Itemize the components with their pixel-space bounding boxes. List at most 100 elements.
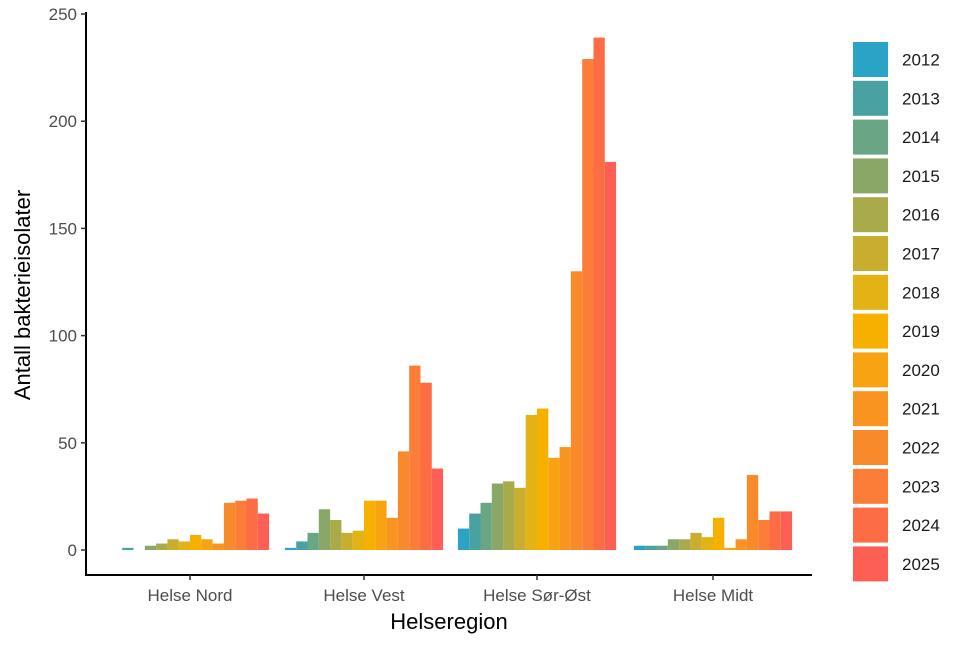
- bar-2022: [570, 271, 583, 550]
- y-tick-label: 250: [49, 5, 77, 24]
- bar-2020: [724, 547, 736, 550]
- bar-2016: [330, 519, 342, 550]
- bar-2024: [420, 382, 432, 550]
- legend-item-2013: 2013: [853, 80, 940, 116]
- bar-2022: [397, 451, 410, 550]
- bar-2015: [144, 545, 157, 550]
- bar-2016: [156, 543, 168, 550]
- legend-label: 2018: [902, 283, 940, 302]
- bar-2025: [257, 513, 270, 550]
- legend-swatch: [853, 391, 888, 427]
- legend-label: 2015: [902, 167, 940, 186]
- y-axis: 0 50 100 150 200 250: [49, 5, 87, 576]
- bar-2014: [480, 502, 492, 550]
- x-tick-label: Helse Nord: [147, 586, 232, 605]
- bar-2025: [431, 468, 444, 550]
- bar-2025: [604, 161, 617, 550]
- bar-2021: [559, 447, 571, 550]
- legend-item-2020: 2020: [853, 352, 940, 388]
- bar-2019: [190, 534, 202, 550]
- bar-2014: [656, 545, 668, 550]
- legend-label: 2023: [902, 477, 940, 496]
- legend-label: 2016: [902, 206, 940, 225]
- legend-label: 2017: [902, 245, 940, 264]
- bar-2016: [679, 539, 691, 550]
- bar-2018: [525, 414, 537, 550]
- bar-2022: [746, 474, 759, 550]
- bar-2023: [758, 519, 770, 550]
- y-tick-label: 200: [49, 112, 77, 131]
- bar-2014: [307, 532, 319, 550]
- bar-2020: [548, 457, 560, 550]
- x-tick-label: Helse Vest: [323, 586, 405, 605]
- legend-label: 2012: [902, 51, 940, 70]
- bar-2019: [713, 517, 725, 550]
- legend-label: 2021: [902, 400, 940, 419]
- legend-label: 2013: [902, 89, 940, 108]
- legend-swatch: [853, 430, 888, 465]
- legend-swatch: [853, 313, 888, 349]
- bars-group: [122, 37, 793, 551]
- bar-2021: [386, 517, 398, 550]
- bar-2022: [223, 502, 236, 550]
- bar-2019: [537, 408, 549, 550]
- bar-2021: [212, 543, 224, 550]
- bar-2013: [122, 547, 134, 550]
- bar-2018: [178, 541, 190, 550]
- legend-item-2014: 2014: [853, 119, 940, 155]
- bar-2024: [246, 498, 258, 550]
- legend-swatch: [853, 119, 888, 155]
- bar-2017: [690, 532, 702, 550]
- bar-2015: [491, 483, 504, 550]
- legend-item-2015: 2015: [853, 158, 940, 194]
- legend-item-2012: 2012: [853, 42, 940, 77]
- y-tick-label: 50: [58, 434, 77, 453]
- bar-2018: [352, 530, 364, 550]
- legend-label: 2025: [902, 555, 940, 574]
- bar-2013: [645, 545, 657, 550]
- x-tick-label: Helse Midt: [673, 586, 754, 605]
- legend-swatch: [853, 468, 888, 504]
- bar-2023: [409, 365, 421, 550]
- y-tick-label: 100: [49, 327, 77, 346]
- y-tick-label: 150: [49, 219, 77, 238]
- bar-2012: [457, 528, 470, 550]
- legend-item-2019: 2019: [853, 313, 940, 349]
- legend-label: 2014: [902, 128, 940, 147]
- bar-2024: [769, 511, 781, 550]
- bar-2021: [735, 539, 747, 550]
- bar-2020: [375, 500, 387, 550]
- bar-2013: [296, 541, 308, 550]
- legend-item-2023: 2023: [853, 468, 940, 504]
- legend-swatch: [853, 197, 888, 233]
- legend-swatch: [853, 507, 888, 543]
- legend-item-2025: 2025: [853, 546, 940, 582]
- bar-2024: [593, 37, 605, 550]
- x-axis: Helse Nord Helse Vest Helse Sør-Øst Helse M…: [85, 574, 812, 605]
- legend-item-2018: 2018: [853, 274, 940, 310]
- bar-2012: [284, 547, 297, 550]
- x-axis-title: Helseregion: [390, 609, 507, 634]
- bar-2019: [364, 500, 376, 550]
- legend-item-2017: 2017: [853, 236, 940, 271]
- legend-swatch: [853, 274, 888, 310]
- legend-item-2022: 2022: [853, 430, 940, 465]
- legend-swatch: [853, 80, 888, 116]
- legend-label: 2019: [902, 322, 940, 341]
- legend-swatch: [853, 158, 888, 194]
- bar-2016: [503, 481, 515, 550]
- legend-swatch: [853, 42, 888, 77]
- bar-2017: [341, 532, 353, 550]
- legend-label: 2024: [902, 516, 940, 535]
- bar-2017: [514, 487, 526, 550]
- legend-item-2024: 2024: [853, 507, 940, 543]
- bar-2023: [235, 500, 247, 550]
- bar-2023: [582, 59, 594, 551]
- legend-swatch: [853, 352, 888, 388]
- bar-2012: [633, 545, 646, 550]
- legend-swatch: [853, 236, 888, 271]
- legend-label: 2020: [902, 361, 940, 380]
- y-tick-label: 0: [68, 541, 77, 560]
- bar-2025: [780, 511, 793, 550]
